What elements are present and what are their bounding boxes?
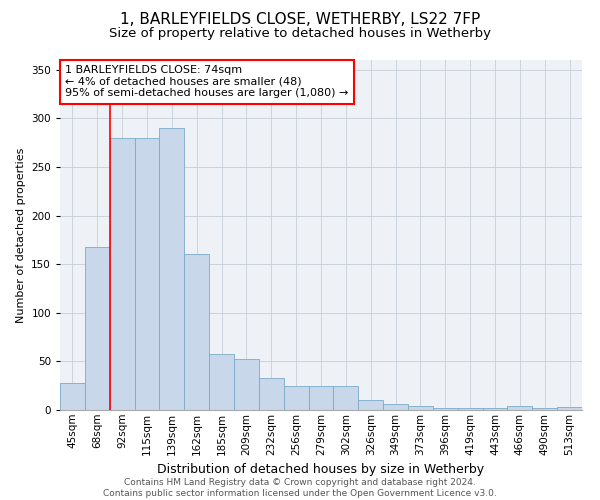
Bar <box>134 138 160 410</box>
Bar <box>557 407 582 410</box>
Bar <box>308 386 334 410</box>
Text: 1, BARLEYFIELDS CLOSE, WETHERBY, LS22 7FP: 1, BARLEYFIELDS CLOSE, WETHERBY, LS22 7F… <box>120 12 480 28</box>
Bar <box>433 408 458 410</box>
Bar <box>482 408 508 410</box>
Bar <box>383 404 408 410</box>
Bar <box>184 254 209 410</box>
Text: Contains HM Land Registry data © Crown copyright and database right 2024.
Contai: Contains HM Land Registry data © Crown c… <box>103 478 497 498</box>
Bar <box>209 354 234 410</box>
Bar <box>60 383 85 410</box>
Bar <box>532 408 557 410</box>
Text: 1 BARLEYFIELDS CLOSE: 74sqm
← 4% of detached houses are smaller (48)
95% of semi: 1 BARLEYFIELDS CLOSE: 74sqm ← 4% of deta… <box>65 66 349 98</box>
Bar <box>234 360 259 410</box>
Bar <box>458 408 482 410</box>
Bar <box>284 386 308 410</box>
Bar <box>85 246 110 410</box>
Bar <box>508 406 532 410</box>
Bar <box>334 386 358 410</box>
X-axis label: Distribution of detached houses by size in Wetherby: Distribution of detached houses by size … <box>157 463 485 476</box>
Bar <box>408 406 433 410</box>
Y-axis label: Number of detached properties: Number of detached properties <box>16 148 26 322</box>
Bar <box>358 400 383 410</box>
Bar <box>110 138 134 410</box>
Text: Size of property relative to detached houses in Wetherby: Size of property relative to detached ho… <box>109 28 491 40</box>
Bar <box>160 128 184 410</box>
Bar <box>259 378 284 410</box>
